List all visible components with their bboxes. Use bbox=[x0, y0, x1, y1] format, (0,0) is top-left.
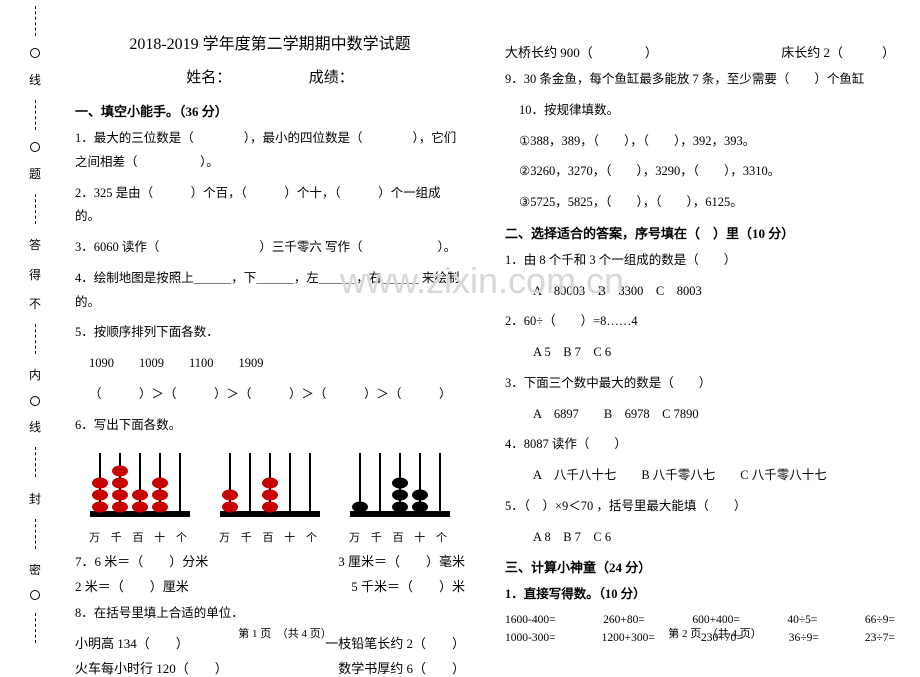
binding-dash bbox=[35, 519, 36, 549]
q7c: 2 米＝（ ）厘米 bbox=[75, 576, 189, 595]
footer-1: 第 1 页 （共 4 页） bbox=[75, 625, 495, 641]
s2q2-opt: A 5 B 7 C 6 bbox=[533, 341, 895, 365]
binding-circle bbox=[30, 590, 40, 600]
binding-dash bbox=[35, 613, 36, 643]
q10a: ①388，389，（ ），（ ），392，393。 bbox=[519, 130, 895, 154]
q8-row3: 大桥长约 900（ ） 床长约 2（ ） bbox=[505, 42, 895, 61]
binding-dash bbox=[35, 447, 36, 477]
q8: 8．在括号里填上合适的单位． bbox=[75, 602, 465, 626]
q10: 10．按规律填数。 bbox=[519, 99, 895, 123]
q7a: 7．6 米＝（ ）分米 bbox=[75, 551, 208, 570]
abacus-2: 万 千 百 十 个 bbox=[215, 445, 325, 545]
s2q4: 4．8087 读作（ ） bbox=[505, 433, 895, 457]
q8c: 火车每小时行 120（ ） bbox=[75, 658, 228, 677]
binding-margin: 线 题 答 得 不 内 线 封 密 bbox=[20, 0, 50, 649]
binding-char: 得 bbox=[29, 266, 41, 283]
q10c: ③5725，5825，（ ），（ ），6125。 bbox=[519, 191, 895, 215]
binding-char: 封 bbox=[29, 490, 41, 507]
abacus-label: 万 千 百 十 个 bbox=[215, 529, 325, 545]
q8d: 数学书厚约 6（ ） bbox=[338, 658, 465, 677]
binding-circle bbox=[30, 142, 40, 152]
binding-char: 不 bbox=[29, 295, 41, 312]
name-label: 姓名： bbox=[186, 70, 231, 86]
s2q1: 1．由 8 个千和 3 个一组成的数是（ ） bbox=[505, 249, 895, 273]
s2q4-opt: A 八千八十七 B 八千零八七 C 八千零八十七 bbox=[533, 464, 895, 488]
binding-char: 答 bbox=[29, 236, 41, 253]
abacus-row: 万 千 百 十 个 万 千 百 十 个 万 千 百 十 个 bbox=[75, 445, 465, 545]
footer-2: 第 2 页 （共 4 页） bbox=[505, 625, 920, 641]
binding-char: 密 bbox=[29, 561, 41, 578]
name-score-line: 姓名： 成绩： bbox=[75, 66, 465, 87]
abacus-svg-1 bbox=[85, 445, 195, 525]
binding-circle bbox=[30, 396, 40, 406]
abacus-3: 万 千 百 十 个 bbox=[345, 445, 455, 545]
s2q3-opt: A 6897 B 6978 C 7890 bbox=[533, 403, 895, 427]
binding-circle bbox=[30, 48, 40, 58]
q6: 6．写出下面各数。 bbox=[75, 414, 465, 438]
q5-numbers: 1090 1009 1100 1909 bbox=[89, 352, 465, 376]
binding-dash bbox=[35, 100, 36, 130]
q8f: 床长约 2（ ） bbox=[781, 42, 895, 61]
s2q1-opt: A 80003 B 8300 C 8003 bbox=[533, 280, 895, 304]
abacus-svg-2 bbox=[215, 445, 325, 525]
q9: 9．30 条金鱼，每个鱼缸最多能放 7 条，至少需要（ ）个鱼缸 bbox=[505, 68, 895, 92]
s2q5: 5．（ ）×9＜70 ，括号里最大能填（ ） bbox=[505, 495, 895, 519]
section-3-heading: 三、计算小神童（24 分） bbox=[505, 557, 895, 576]
q5-compare: （ ）＞（ ）＞（ ）＞（ ）＞（ ） bbox=[89, 383, 465, 407]
binding-dash bbox=[35, 324, 36, 354]
section-2-heading: 二、选择适合的答案，序号填在（ ）里（10 分） bbox=[505, 223, 895, 242]
exam-title: 2018-2019 学年度第二学期期中数学试题 bbox=[75, 30, 465, 54]
q2: 2．325 是由（ ）个百，（ ）个十，（ ）个一组成的。 bbox=[75, 182, 465, 230]
q4: 4．绘制地图是按照上＿＿＿，下＿＿＿，左＿＿＿，右＿＿＿ 来绘制的。 bbox=[75, 267, 465, 315]
q1: 1．最大的三位数是（ ），最小的四位数是（ ），它们之间相差（ ）。 bbox=[75, 127, 465, 175]
q8e: 大桥长约 900（ ） bbox=[505, 42, 658, 61]
abacus-1: 万 千 百 十 个 bbox=[85, 445, 195, 545]
q7b: 3 厘米＝（ ）毫米 bbox=[338, 551, 465, 570]
section-1-heading: 一、填空小能手。（36 分） bbox=[75, 101, 465, 120]
s2q2: 2．60÷（ ）=8……4 bbox=[505, 310, 895, 334]
binding-dash bbox=[35, 194, 36, 224]
q5: 5．按顺序排列下面各数． bbox=[75, 321, 465, 345]
page-right: 大桥长约 900（ ） 床长约 2（ ） 9．30 条金鱼，每个鱼缸最多能放 7… bbox=[490, 0, 910, 649]
section-3a: 1．直接写得数。（10 分） bbox=[505, 583, 895, 607]
page-left: 2018-2019 学年度第二学期期中数学试题 姓名： 成绩： 一、填空小能手。… bbox=[60, 0, 480, 649]
binding-char: 线 bbox=[29, 418, 41, 435]
q7d: 5 千米＝（ ）米 bbox=[351, 576, 465, 595]
s2q5-opt: A 8 B 7 C 6 bbox=[533, 526, 895, 550]
abacus-label: 万 千 百 十 个 bbox=[85, 529, 195, 545]
score-label: 成绩： bbox=[309, 70, 354, 86]
q3: 3．6060 读作（ ）三千零六 写作（ ）。 bbox=[75, 236, 465, 260]
q10b: ②3260，3270，（ ），3290，（ ），3310。 bbox=[519, 160, 895, 184]
binding-char: 题 bbox=[29, 165, 41, 182]
q7-row1: 7．6 米＝（ ）分米 3 厘米＝（ ）毫米 bbox=[75, 551, 465, 570]
abacus-label: 万 千 百 十 个 bbox=[345, 529, 455, 545]
q7-row2: 2 米＝（ ）厘米 5 千米＝（ ）米 bbox=[75, 576, 465, 595]
q8-row2: 火车每小时行 120（ ） 数学书厚约 6（ ） bbox=[75, 658, 465, 677]
binding-char: 内 bbox=[29, 366, 41, 383]
binding-char: 线 bbox=[29, 71, 41, 88]
abacus-svg-3 bbox=[345, 445, 455, 525]
binding-dash bbox=[35, 6, 36, 36]
s2q3: 3．下面三个数中最大的数是（ ） bbox=[505, 372, 895, 396]
